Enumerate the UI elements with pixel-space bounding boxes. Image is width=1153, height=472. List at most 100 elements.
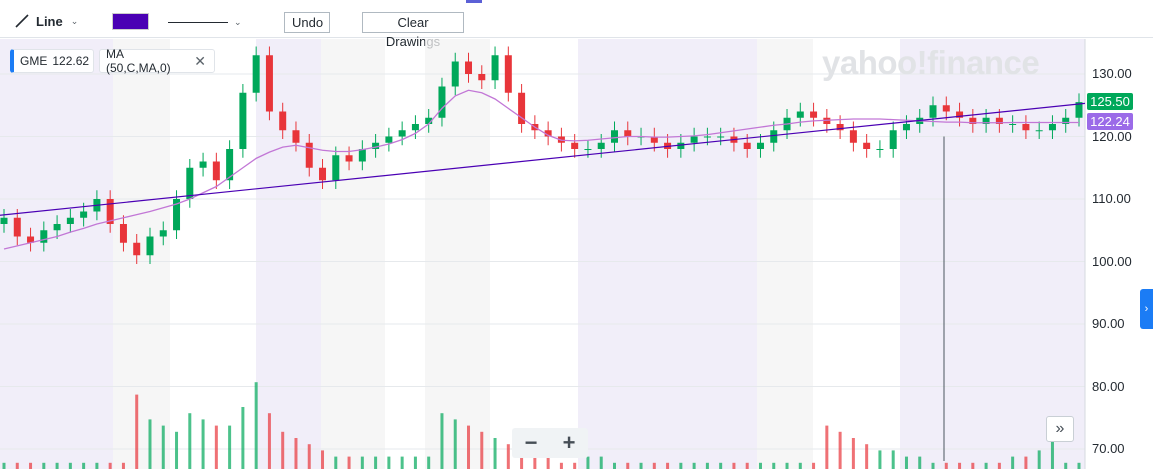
clear-drawings-button[interactable]: Clear Drawings [362,12,464,49]
volume-bar [506,444,510,469]
volume-bar [1050,438,1054,469]
volume-bar [2,462,6,469]
zoom-out-button[interactable]: − [524,430,538,455]
candle-body [345,155,353,162]
candle-body [226,149,234,181]
indicator-legend[interactable]: MA (50,C,MA,0) ✕ [99,47,215,75]
volume-bar [772,462,776,469]
undo-button[interactable]: Undo [284,12,330,33]
volume-bar [997,462,1001,469]
volume-bar [533,456,537,469]
candle-body [80,211,88,218]
candle-body [1009,124,1017,125]
session-band [113,39,170,469]
volume-bar [413,456,417,469]
zoom-in-button[interactable]: + [562,430,576,455]
candle-body [796,111,804,118]
volume-bar [1037,450,1041,469]
candle-body [969,117,977,124]
candle-body [518,92,526,124]
candle-body [995,117,1003,124]
last-price-tag: 125.50 [1087,93,1133,110]
volume-bar [1011,456,1015,469]
volume-bar [95,462,99,469]
price-axis-tick: 90.00 [1092,316,1125,331]
session-band [644,39,757,469]
indicator-name: MA (50,C,MA,0) [106,47,171,75]
candle-body [66,217,74,224]
volume-bar [705,462,709,469]
candle-body [504,55,512,93]
volume-bar [639,462,643,469]
line-style-selector[interactable]: ⌄ [168,12,246,32]
volume-bar [984,462,988,469]
candle-body [305,142,313,168]
close-icon[interactable]: ✕ [194,52,206,69]
chart-canvas[interactable] [0,39,1153,472]
volume-bar [307,444,311,469]
candle-body [610,130,618,143]
price-axis-tick: 80.00 [1092,378,1125,394]
symbol-name: GME [20,54,48,68]
draw-tool-selector[interactable]: Line ⌄ [14,10,78,32]
volume-bar [692,462,696,469]
volume-bar [121,462,125,469]
price-axis-tick: 100.00 [1092,253,1132,269]
session-band [578,39,644,469]
volume-bar [135,394,139,469]
candle-body [239,92,247,149]
volume-bar [334,456,338,469]
candle-body [398,130,406,137]
volume-bar [108,462,112,469]
volume-bar [294,438,298,469]
candle-body [584,149,592,150]
candle-body [252,55,260,93]
toolbar-accent [466,0,482,3]
volume-bar [971,462,975,469]
symbol-legend[interactable]: GME 122.62 [10,49,94,73]
candle-body [491,55,499,81]
volume-bar [586,456,590,469]
price-axis-tick: 130.00 [1092,66,1132,81]
volume-bar [201,419,205,469]
candle-body [1022,124,1030,131]
price-chart[interactable] [0,39,1153,472]
volume-bar [878,450,882,469]
candle-body [332,155,340,181]
volume-bar [254,382,258,469]
session-band [988,39,1085,469]
line-color-swatch[interactable] [112,13,149,30]
price-axis-tick: 70.00 [1092,441,1125,456]
volume-bar [148,419,152,469]
volume-bar [798,462,802,469]
candle-body [425,117,433,124]
candle-body [929,105,937,118]
volume-bar [400,456,404,469]
candle-body [982,117,990,124]
candle-body [690,136,698,143]
session-band [321,39,385,469]
volume-bar [267,413,271,469]
candle-body [358,149,366,162]
candle-body [889,130,897,149]
volume-bar [82,462,86,469]
volume-bar [599,456,603,469]
scroll-to-end-button[interactable]: » [1046,416,1074,442]
expand-panel-button[interactable]: › [1140,289,1153,329]
candle-body [13,217,21,237]
volume-bar [493,438,497,469]
candle-body [0,217,8,224]
volume-bar [812,462,816,469]
candle-body [544,130,552,137]
chevron-down-icon: ⌄ [234,16,242,27]
volume-bar [931,462,935,469]
candle-body [27,236,35,243]
volume-bar [958,462,962,469]
candle-body [942,105,950,112]
volume-bar [161,425,165,469]
chart-toolbar: Line ⌄ ⌄ Undo Clear Drawings [0,0,1153,49]
volume-bar [626,462,630,469]
volume-bar [175,431,179,469]
volume-bar [374,456,378,469]
volume-bar [347,456,351,469]
